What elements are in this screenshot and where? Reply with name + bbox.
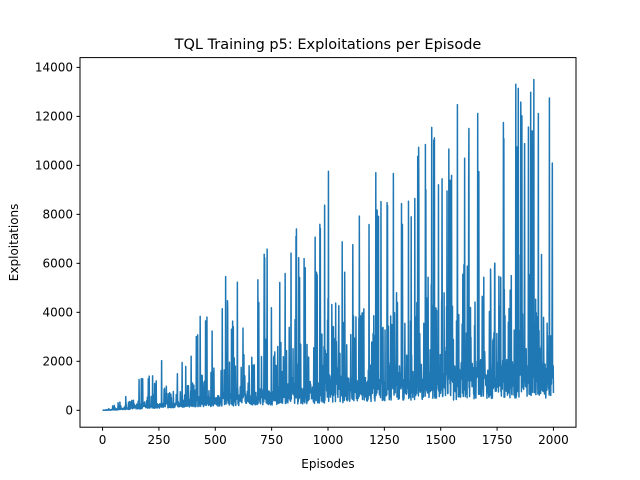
x-ticks: 0 250 500 750 1000 1250 1500 1750 2000 xyxy=(99,427,569,447)
x-axis-title: Episodes xyxy=(301,457,354,471)
y-tick-label: 6000 xyxy=(42,257,73,271)
chart-title: TQL Training p5: Exploitations per Episo… xyxy=(174,37,482,53)
y-tick-label: 8000 xyxy=(42,208,73,222)
y-tick-label: 4000 xyxy=(42,306,73,320)
x-tick-label: 1500 xyxy=(425,433,456,447)
x-tick-label: 1250 xyxy=(369,433,400,447)
x-tick-label: 1000 xyxy=(313,433,344,447)
x-tick-label: 750 xyxy=(260,433,283,447)
y-tick-label: 2000 xyxy=(42,355,73,369)
y-tick-label: 0 xyxy=(65,404,73,418)
x-tick-label: 1750 xyxy=(482,433,513,447)
y-tick-label: 12000 xyxy=(35,110,73,124)
y-tick-label: 10000 xyxy=(35,159,73,173)
plot-frame xyxy=(79,57,577,428)
y-tick-label: 14000 xyxy=(35,61,73,75)
x-tick-label: 250 xyxy=(147,433,170,447)
series-line xyxy=(102,78,555,412)
y-axis-title: Exploitations xyxy=(7,204,21,282)
x-tick-label: 500 xyxy=(204,433,227,447)
series-layer xyxy=(102,78,555,412)
x-tick-label: 0 xyxy=(99,433,107,447)
y-ticks: 0 2000 4000 6000 8000 10000 12000 14000 xyxy=(35,61,80,418)
x-tick-label: 2000 xyxy=(538,433,569,447)
